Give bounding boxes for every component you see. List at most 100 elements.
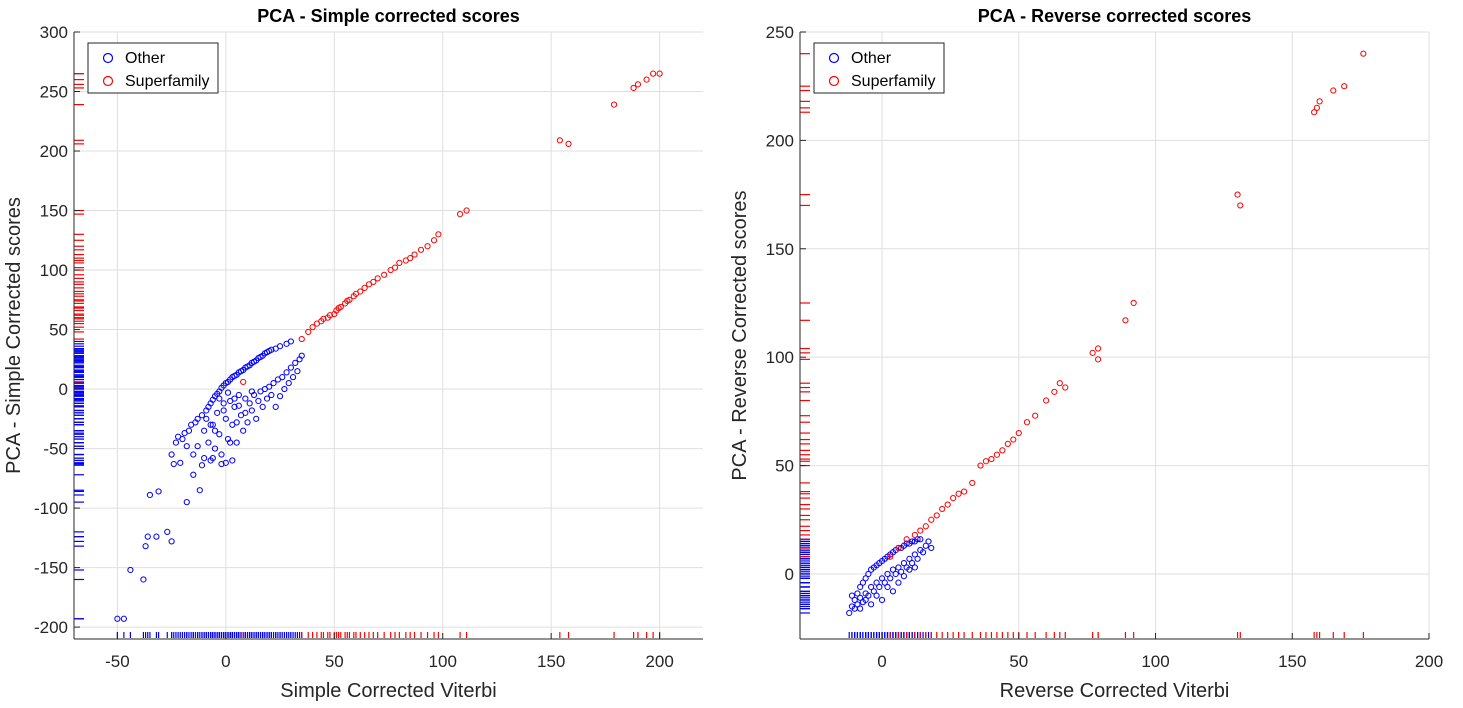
data-point bbox=[911, 551, 918, 558]
data-point bbox=[944, 501, 951, 508]
data-point bbox=[266, 383, 273, 390]
data-point bbox=[851, 596, 858, 604]
data-point bbox=[917, 536, 924, 543]
y-tick-label: 0 bbox=[59, 380, 68, 399]
data-point bbox=[960, 488, 968, 495]
data-point bbox=[928, 544, 935, 552]
data-point bbox=[127, 566, 134, 574]
data-point bbox=[903, 536, 910, 543]
rug-marks-superfamily bbox=[74, 73, 661, 638]
data-point bbox=[900, 560, 908, 567]
legend-label-other: Other bbox=[851, 50, 892, 67]
y-tick-label: 150 bbox=[40, 202, 68, 221]
data-point bbox=[854, 601, 861, 608]
chart-title: PCA - Simple corrected scores bbox=[257, 6, 519, 26]
y-axis-label: PCA - Simple Corrected scores bbox=[3, 197, 25, 474]
data-point bbox=[859, 579, 867, 586]
y-tick-label: 250 bbox=[40, 83, 68, 102]
data-point bbox=[977, 462, 984, 469]
data-point bbox=[168, 451, 175, 458]
data-point bbox=[198, 462, 206, 469]
data-point bbox=[268, 391, 275, 399]
data-point bbox=[231, 403, 238, 411]
data-point bbox=[294, 368, 301, 375]
data-point bbox=[263, 395, 271, 402]
data-point bbox=[196, 487, 203, 494]
x-tick-label: 0 bbox=[877, 652, 886, 671]
legend-label-superfamily: Superfamily bbox=[125, 73, 209, 90]
data-point bbox=[878, 596, 886, 604]
data-point bbox=[391, 264, 399, 271]
data-point bbox=[205, 439, 212, 446]
data-point bbox=[1360, 50, 1367, 57]
data-point bbox=[1313, 104, 1320, 111]
data-point bbox=[242, 409, 249, 416]
data-point bbox=[911, 531, 918, 539]
data-point bbox=[898, 568, 905, 575]
series-other bbox=[114, 338, 305, 622]
data-point bbox=[911, 564, 918, 571]
data-point bbox=[214, 409, 221, 416]
data-point bbox=[1122, 317, 1129, 324]
data-point bbox=[216, 395, 223, 402]
data-point bbox=[1234, 191, 1241, 198]
y-tick-label: -100 bbox=[34, 499, 68, 518]
y-tick-label: 50 bbox=[775, 457, 794, 476]
data-point bbox=[246, 400, 253, 407]
data-point bbox=[889, 588, 897, 595]
data-point bbox=[222, 459, 229, 466]
plot-area bbox=[74, 32, 703, 639]
data-point bbox=[198, 412, 206, 419]
data-point bbox=[857, 605, 864, 612]
data-point bbox=[417, 246, 425, 253]
data-point bbox=[235, 402, 242, 409]
data-point bbox=[179, 435, 186, 443]
data-point bbox=[216, 431, 223, 438]
data-point bbox=[922, 542, 929, 549]
data-point bbox=[870, 588, 877, 595]
data-point bbox=[287, 338, 294, 345]
x-tick-label: -50 bbox=[105, 652, 130, 671]
data-point bbox=[1032, 412, 1039, 419]
data-point bbox=[255, 397, 262, 405]
y-tick-label: -50 bbox=[43, 440, 68, 459]
data-point bbox=[868, 583, 875, 591]
data-point bbox=[1056, 380, 1063, 387]
x-tick-label: 50 bbox=[325, 652, 344, 671]
x-tick-label: 100 bbox=[1141, 652, 1169, 671]
data-point bbox=[281, 385, 288, 393]
rug-marks-superfamily bbox=[800, 53, 1364, 638]
data-point bbox=[231, 395, 238, 402]
data-point bbox=[456, 211, 464, 218]
y-tick-label: 0 bbox=[785, 565, 794, 584]
data-point bbox=[884, 570, 891, 578]
data-point bbox=[868, 601, 875, 608]
data-point bbox=[411, 251, 418, 258]
data-point bbox=[298, 335, 305, 343]
data-point bbox=[272, 403, 279, 411]
data-point bbox=[925, 538, 932, 545]
data-point bbox=[407, 255, 414, 262]
data-point bbox=[914, 536, 921, 543]
data-point bbox=[643, 76, 650, 83]
y-axis-label: PCA - Reverse Corrected scores bbox=[729, 190, 751, 480]
data-point bbox=[242, 395, 249, 402]
x-tick-label: 150 bbox=[537, 652, 565, 671]
data-point bbox=[1004, 440, 1011, 447]
data-point bbox=[305, 328, 312, 336]
data-point bbox=[1089, 349, 1096, 356]
data-point bbox=[630, 84, 637, 92]
y-tick-label: 300 bbox=[40, 23, 68, 42]
data-point bbox=[857, 583, 864, 591]
x-tick-label: 200 bbox=[1415, 652, 1443, 671]
data-point bbox=[1094, 356, 1102, 363]
y-tick-label: 50 bbox=[49, 321, 68, 340]
data-point bbox=[218, 460, 225, 468]
data-point bbox=[211, 427, 219, 434]
y-tick-label: 200 bbox=[766, 131, 794, 150]
data-point bbox=[381, 271, 388, 278]
data-point bbox=[211, 445, 219, 452]
data-point bbox=[895, 579, 902, 586]
data-point bbox=[220, 407, 227, 414]
